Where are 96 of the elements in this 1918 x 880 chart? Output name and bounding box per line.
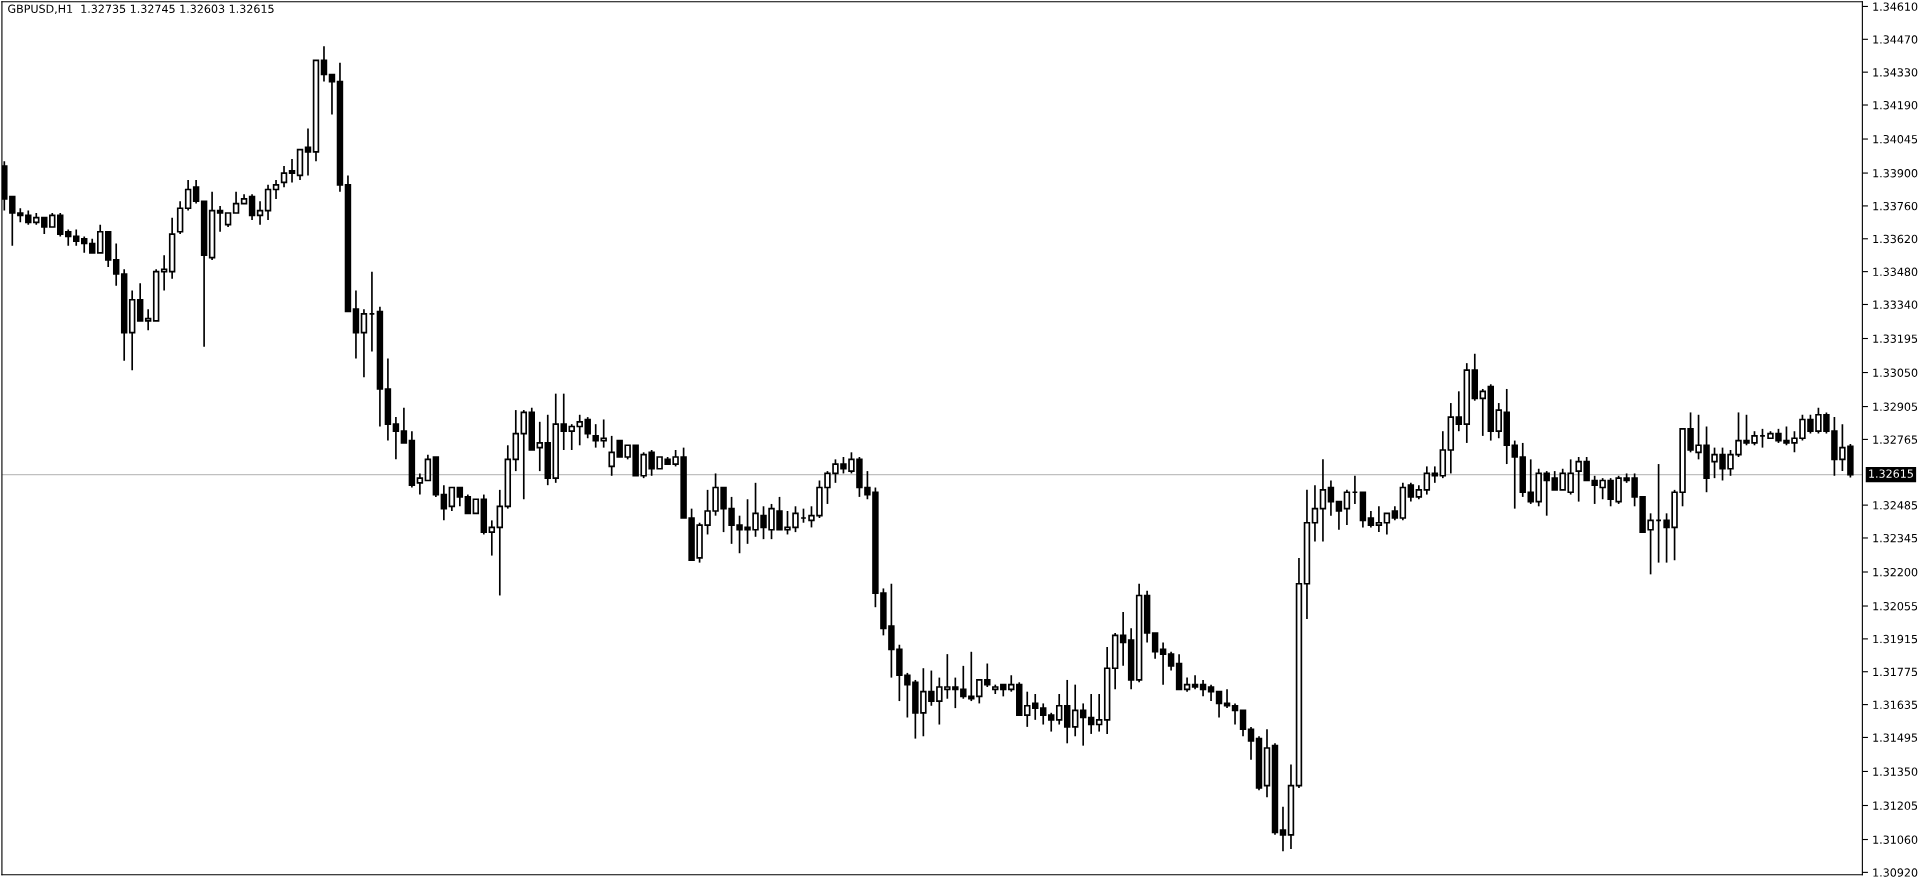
candlestick [1407, 481, 1415, 503]
candlestick [400, 406, 408, 444]
y-tick-label: 1.31350 [1873, 767, 1918, 776]
y-tick-label: 1.32055 [1873, 602, 1918, 611]
candlestick [1231, 702, 1239, 726]
candlestick [1479, 388, 1487, 437]
candlestick [248, 193, 256, 221]
candlestick [1079, 702, 1087, 747]
candlestick [1495, 402, 1502, 440]
candlestick [1327, 479, 1335, 517]
candlestick [352, 289, 360, 360]
y-tick-label: 1.31775 [1873, 667, 1918, 677]
candlestick [176, 200, 184, 235]
candlestick [520, 409, 528, 501]
y-tick-label: 1.31495 [1873, 733, 1918, 742]
candlestick [1119, 611, 1127, 667]
y-tick-label: 1.32905 [1873, 402, 1918, 411]
candlestick [1319, 458, 1327, 543]
candlestick [1215, 690, 1223, 719]
candlestick [1431, 465, 1439, 484]
candlestick [272, 179, 280, 200]
candlestick [1311, 484, 1319, 543]
candlestick [1071, 683, 1079, 738]
candlestick [1151, 632, 1159, 660]
y-tick-label: 1.31915 [1873, 634, 1918, 644]
candlestick [304, 127, 312, 177]
candlestick [1047, 711, 1055, 733]
candlestick [424, 453, 432, 482]
candlestick [1511, 439, 1518, 510]
candlestick [1335, 500, 1343, 531]
y-tick-label: 1.34470 [1873, 35, 1918, 44]
candlestick [280, 165, 288, 188]
y-tick-label: 1.33340 [1873, 300, 1918, 309]
candlestick [456, 486, 464, 508]
candlestick [1055, 693, 1063, 726]
candlestick [288, 158, 296, 184]
y-tick-label: 1.32345 [1873, 533, 1918, 543]
candlestick [1039, 702, 1047, 726]
candlestick [216, 205, 224, 233]
candlestick [1455, 390, 1463, 433]
candlestick [1279, 805, 1287, 853]
y-tick-label: 1.32765 [1873, 435, 1918, 444]
y-tick-label: 1.30920 [1873, 868, 1918, 877]
candlestick [1095, 693, 1103, 733]
y-tick-label: 1.33480 [1873, 267, 1918, 277]
candlestick [1423, 465, 1431, 496]
candlestick [320, 45, 328, 83]
candlestick [392, 416, 400, 461]
candlestick [496, 489, 504, 597]
candlestick [144, 308, 152, 332]
candlestick [1223, 688, 1231, 709]
candlestick [256, 200, 264, 226]
candlestick [536, 420, 543, 472]
y-tick-label: 1.33195 [1873, 334, 1918, 343]
candlestick [57, 212, 64, 238]
candlestick [440, 484, 448, 522]
candlestick [232, 191, 240, 214]
candlestick [184, 179, 192, 212]
candlestick [192, 179, 200, 205]
y-tick-label: 1.32485 [1873, 501, 1918, 510]
y-tick-label: 1.31060 [1873, 835, 1918, 844]
ref-line-label: 1.32615 [1869, 469, 1913, 478]
candlestick [112, 242, 120, 287]
candlestick [1375, 505, 1383, 533]
y-tick-label: 1.32200 [1873, 567, 1918, 577]
candlestick [1159, 641, 1167, 686]
y-tick-label: 1.31635 [1873, 700, 1918, 709]
y-tick-label: 1.34190 [1873, 100, 1918, 110]
y-tick-label: 1.33900 [1873, 169, 1918, 178]
y-tick-label: 1.34045 [1873, 135, 1918, 144]
y-tick-label: 1.33760 [1873, 201, 1918, 211]
candlestick [1239, 709, 1247, 738]
y-tick-label: 1.33620 [1873, 234, 1918, 244]
candlestick [96, 223, 104, 254]
candlestick [1167, 650, 1175, 672]
candlestick [136, 282, 144, 322]
candlestick [1087, 693, 1095, 735]
y-tick-label: 1.31205 [1873, 801, 1918, 810]
candlestick [160, 254, 168, 292]
candlestick [328, 73, 336, 116]
candlestick [360, 308, 368, 379]
candlestick [264, 183, 272, 221]
y-tick-label: 1.33050 [1873, 368, 1918, 377]
candlestick [1063, 679, 1071, 745]
candlestick [464, 493, 472, 515]
candlestick [488, 519, 496, 557]
candlestick [1343, 489, 1351, 526]
y-tick-label: 1.34610 [1873, 2, 1918, 11]
candlestick [448, 486, 456, 512]
y-tick-label: 1.34330 [1873, 68, 1918, 77]
candlestick [1024, 690, 1031, 728]
candlestick [1247, 726, 1255, 761]
candlestick [1032, 693, 1039, 721]
candlestick [416, 472, 424, 496]
candlestick [1383, 512, 1391, 536]
chart-title: GBPUSD,H1 1.32735 1.32745 1.32603 1.32615 [8, 4, 274, 15]
